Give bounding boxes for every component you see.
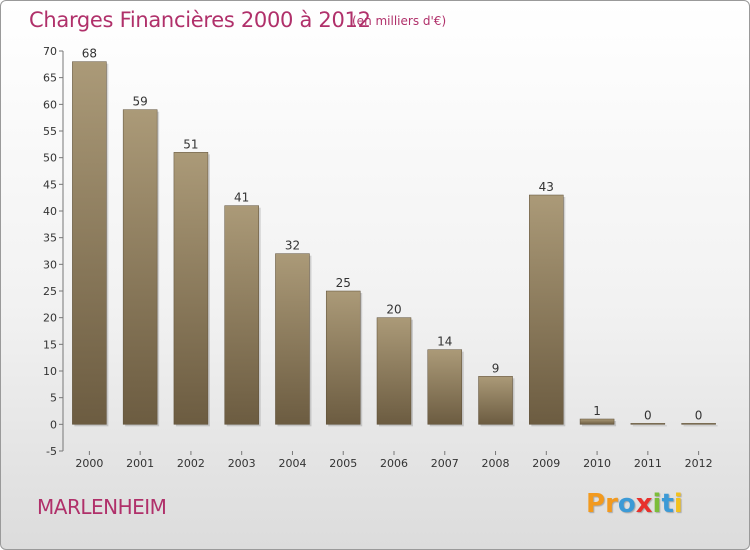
x-tick-label-2002: 2002: [177, 457, 205, 470]
logo-letter: x: [635, 489, 653, 519]
bar-2001[interactable]: [122, 109, 158, 425]
y-tick-label: 50: [43, 152, 57, 165]
x-tick-label-2010: 2010: [583, 457, 611, 470]
bar-2011[interactable]: [630, 423, 666, 425]
y-tick-label: 45: [43, 178, 57, 191]
bar-2003[interactable]: [224, 205, 259, 425]
x-tick-label-2006: 2006: [380, 457, 408, 470]
data-label-2008: 9: [492, 361, 500, 375]
logo-letter: P: [586, 489, 606, 519]
bar-2010[interactable]: [579, 418, 615, 425]
logo-letter: t: [661, 489, 674, 519]
bar-2012[interactable]: [681, 423, 716, 425]
y-tick-label: 30: [43, 258, 57, 271]
data-label-2010: 1: [593, 404, 601, 418]
bar-shadow: [683, 425, 718, 427]
data-label-2005: 25: [336, 276, 351, 290]
x-tick-label-2008: 2008: [482, 457, 510, 470]
x-tick-label-2005: 2005: [329, 457, 357, 470]
x-tick-label-2003: 2003: [228, 457, 256, 470]
data-label-2012: 0: [695, 408, 703, 422]
y-tick-label: 5: [50, 392, 57, 405]
data-label-2004: 32: [285, 239, 300, 253]
bar-2002[interactable]: [173, 152, 209, 425]
commune-name: MARLENHEIM: [37, 495, 167, 519]
y-tick-label: 25: [43, 285, 57, 298]
x-tick-label-2001: 2001: [126, 457, 154, 470]
data-label-2006: 20: [386, 303, 401, 317]
data-label-2003: 41: [234, 191, 249, 205]
y-tick-label: 60: [43, 98, 57, 111]
bar-2005[interactable]: [325, 290, 361, 425]
y-tick-label: 10: [43, 365, 57, 378]
y-tick-label: -5: [46, 445, 57, 458]
logo-letter: r: [605, 489, 618, 519]
y-tick-label: 40: [43, 205, 57, 218]
bar-2007[interactable]: [427, 349, 463, 425]
bar-2009[interactable]: [529, 194, 564, 425]
data-label-2002: 51: [183, 137, 198, 151]
x-tick-label-2004: 2004: [278, 457, 306, 470]
x-tick-label-2011: 2011: [634, 457, 662, 470]
bar-2004[interactable]: [275, 253, 310, 425]
x-tick-label-2007: 2007: [431, 457, 459, 470]
chart-subtitle: (en milliers d'€): [352, 14, 447, 28]
y-tick-label: 65: [43, 72, 57, 85]
proxiti-logo[interactable]: Proxiti: [586, 489, 683, 519]
logo-letter: i: [673, 489, 683, 519]
y-tick-label: 70: [43, 45, 57, 58]
data-label-2009: 43: [539, 180, 554, 194]
y-tick-label: 0: [50, 418, 57, 431]
x-tick-label-2000: 2000: [75, 457, 103, 470]
chart-title: Charges Financières 2000 à 2012: [29, 8, 371, 32]
y-tick-label: 35: [43, 232, 57, 245]
logo-letter: o: [617, 489, 636, 519]
bar-2008[interactable]: [478, 376, 513, 425]
data-label-2011: 0: [644, 408, 652, 422]
data-label-2001: 59: [133, 95, 148, 109]
y-tick-label: 20: [43, 312, 57, 325]
x-tick-label-2012: 2012: [685, 457, 713, 470]
bar-2000[interactable]: [72, 61, 107, 425]
bar-2006[interactable]: [376, 317, 412, 425]
logo-letter: i: [652, 489, 662, 519]
data-label-2000: 68: [82, 47, 97, 61]
data-label-2007: 14: [437, 335, 452, 349]
y-tick-label: 15: [43, 338, 57, 351]
bar-shadow: [632, 425, 667, 427]
y-tick-label: 55: [43, 125, 57, 138]
x-tick-label-2009: 2009: [532, 457, 560, 470]
